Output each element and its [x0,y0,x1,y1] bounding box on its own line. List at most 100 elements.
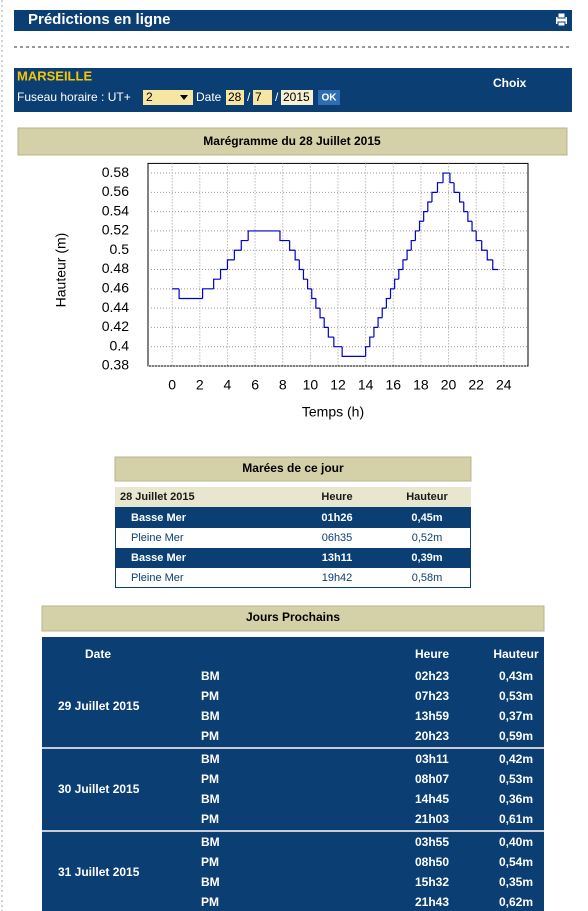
y-tick-label: 0.44 [102,299,129,315]
print-icon[interactable] [556,12,567,27]
tide-line [423,211,428,222]
x-tick-label: 16 [385,377,401,393]
tide-line [442,172,450,183]
tide-line [431,191,438,202]
today-cell: Pleine Mer [131,572,184,584]
tide-line [365,346,370,357]
today-cell: 0,58m [412,572,443,584]
next-cell: 0,61m [499,812,533,826]
tide-line [467,211,473,222]
x-tick-label: 18 [413,377,429,393]
tide-line [463,201,468,213]
tide-line [449,173,455,184]
x-tick-label: 10 [303,377,319,393]
y-tick-label: 0.42 [102,318,129,334]
next-cell: 21h03 [415,812,449,826]
tide-line [226,259,235,270]
next-cell: 0,54m [499,855,533,869]
month-value: 7 [255,90,262,104]
tide-line [389,288,395,299]
timezone-label: Fuseau horaire : UT+ [17,90,131,104]
next-cell: PM [201,729,219,743]
tide-line [385,297,391,309]
tide-line [279,230,290,242]
next-cell: 21h43 [415,895,449,909]
tide-line [319,308,325,319]
next-cell: BM [201,835,220,849]
today-column: Hauteur [406,491,448,503]
today-cell: 01h26 [321,512,352,524]
next-cell: BM [201,709,220,723]
tide-line [289,240,296,251]
x-tick-label: 12 [330,377,346,393]
tide-line [414,230,420,241]
tide-line [436,182,444,193]
tide-line [492,259,499,271]
select-arrow [180,95,188,100]
tide-line [481,240,488,251]
choice-link[interactable]: Choix [493,76,527,90]
x-tick-label: 14 [358,377,374,393]
today-column: Heure [321,491,352,503]
y-tick-label: 0.58 [102,164,129,180]
y-tick-label: 0.52 [102,222,129,238]
next-cell: BM [201,669,220,683]
tide-line [294,250,300,261]
today-cell: 0,45m [411,512,442,524]
x-tick-label: 6 [251,377,259,393]
y-tick-label: 0.48 [102,260,129,276]
y-tick-label: 0.46 [102,280,129,296]
tide-line [178,288,203,300]
y-tick-label: 0.38 [102,357,129,373]
next-column: Date [85,647,111,661]
tide-line [471,221,477,232]
tide-line [418,220,424,231]
today-cell: 13h11 [322,552,353,564]
next-date: 30 Juillet 2015 [58,782,140,796]
next-cell: 0,62m [499,895,533,909]
today-subheader [115,487,471,507]
tide-line [302,269,308,280]
x-tick-label: 8 [279,377,287,393]
next-cell: 0,35m [499,875,533,889]
next-cell: PM [201,895,219,909]
next-cell: 0,36m [499,792,533,806]
next-column: Hauteur [493,647,539,661]
year-value: 2015 [283,90,310,104]
y-tick-label: 0.54 [102,202,129,218]
next-cell: 14h45 [415,792,449,806]
port-name: MARSEILLE [17,68,92,83]
date-separator: / [275,90,279,104]
next-title: Jours Prochains [246,610,340,624]
next-cell: BM [201,875,220,889]
today-title: Marées de ce jour [242,461,344,475]
x-tick-label: 2 [196,377,204,393]
next-cell: 0,40m [499,835,533,849]
today-header [114,456,472,482]
month-input[interactable] [253,90,272,105]
next-cell: 20h23 [415,729,449,743]
tide-line [333,337,343,348]
x-tick-label: 4 [224,377,232,393]
chart: 0.38 0.4 0.42 0.44 0.46 0.48 0.5 0.52 0.54 0.56 0.… [53,162,529,420]
day-input[interactable] [226,90,244,105]
ok-button[interactable] [318,90,340,105]
year-input[interactable] [281,90,313,105]
y-tick-label: 0.4 [110,337,130,353]
y-axis-label: Hauteur (m) [53,233,69,308]
chart-panel-header [17,127,568,156]
today-row-bg [116,548,470,568]
next-cell: 03h11 [415,752,449,766]
timezone-select[interactable] [143,90,193,105]
tide-line [201,288,214,299]
today-row-bg [116,508,470,528]
next-cell: PM [201,855,219,869]
next-column: Heure [415,647,449,661]
x-tick-label: 0 [168,377,176,393]
next-cell: 0,37m [499,709,533,723]
x-tick-label: 20 [441,377,457,393]
next-cell: 07h23 [415,689,449,703]
tide-line [247,230,280,241]
